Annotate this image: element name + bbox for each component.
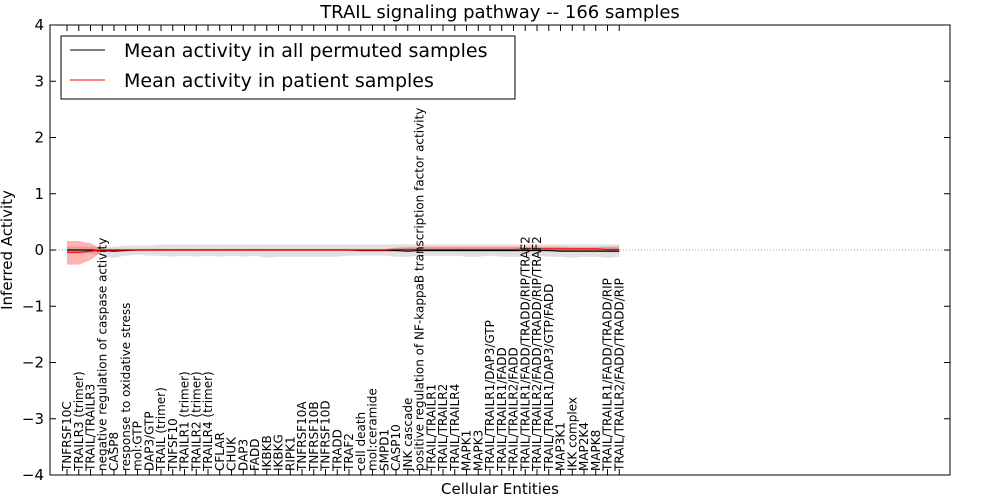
category-label: TRAIL/TRAILR1/FADD/TRADD/RIP/TRAF2	[518, 236, 532, 472]
category-label: DAP3	[236, 439, 250, 471]
y-axis-ticks: −4 −3 −2 −1 0 1 2 3 4	[22, 16, 950, 484]
y-tick-label: 2	[34, 129, 44, 147]
category-label: CASP8	[107, 432, 121, 471]
category-label: TNFRSF10C	[60, 401, 74, 472]
band-permuted	[67, 244, 620, 258]
legend: Mean activity in all permuted samples Me…	[60, 35, 516, 100]
category-label: TNFRSF10B	[307, 401, 321, 472]
category-label: DAP3/GTP	[142, 411, 156, 471]
y-axis-label: Inferred Activity	[0, 190, 16, 310]
y-tick-label: −4	[22, 466, 44, 484]
category-label: MAPK1	[460, 430, 474, 471]
category-label: TNFSF10	[166, 418, 180, 472]
category-label: TNFRSF10D	[319, 400, 333, 472]
category-label: MAP3K1	[554, 422, 568, 471]
category-label: TRAIL/TRAILR4	[448, 384, 462, 472]
category-label: cell death	[354, 412, 368, 471]
category-label: TRAIL/TRAILR2	[436, 384, 450, 472]
legend-label-permuted: Mean activity in all permuted samples	[124, 40, 487, 62]
category-label: IKBKG	[272, 434, 286, 471]
y-tick-label: −3	[22, 410, 44, 428]
category-label: TRADD	[330, 429, 344, 472]
category-label: TRAIL/TRAILR1	[424, 384, 438, 472]
category-label: TRAIL/TRAILR1/FADD/TRADD/RIP	[601, 278, 615, 472]
category-label: CHUK	[225, 436, 239, 471]
category-label: CASP10	[389, 424, 403, 471]
category-label: negative regulation of caspase activity	[95, 238, 109, 471]
series-lines	[67, 248, 620, 253]
y-tick-label: 0	[34, 241, 44, 259]
category-label: TRAIL (trimer)	[154, 387, 168, 472]
y-tick-label: 1	[34, 185, 44, 203]
category-label: TRAILR2 (trimer)	[189, 371, 203, 472]
y-tick-label: −1	[22, 297, 44, 315]
legend-label-patient: Mean activity in patient samples	[124, 70, 434, 92]
category-label: SMPD1	[377, 429, 391, 471]
line-patient-mean	[67, 248, 620, 253]
category-label: MAP2K4	[577, 422, 591, 471]
category-label: TRAILR1 (trimer)	[178, 371, 192, 472]
legend-box	[60, 35, 516, 100]
category-label: TRAIL/TRAILR2/FADD	[507, 347, 521, 472]
y-tick-label: 4	[34, 16, 44, 34]
category-label: TRAF2	[342, 433, 356, 472]
category-label: IKK complex	[565, 397, 579, 471]
y-tick-label: 3	[34, 72, 44, 90]
category-label: TRAIL/TRAILR3	[84, 384, 98, 472]
category-label: FADD	[248, 439, 262, 472]
category-label: positive regulation of NF-kappaB transcr…	[413, 108, 427, 471]
category-label: RIPK1	[283, 436, 297, 471]
category-label: response to oxidative stress	[119, 303, 133, 471]
y-tick-label: −2	[22, 354, 44, 372]
category-label: TRAILR3 (trimer)	[72, 371, 86, 472]
category-label: TRAIL/TRAILR1/DAP3/GTP	[483, 320, 497, 472]
band-patient	[67, 241, 620, 265]
x-axis-label: Cellular Entities	[441, 480, 559, 498]
category-label: TRAIL/TRAILR1/FADD	[495, 347, 509, 472]
category-label: mol:GTP	[131, 421, 145, 471]
category-label: TRAIL/TRAILR2/FADD/TRADD/RIP/TRAF2	[530, 236, 544, 472]
category-label: TRAIL/TRAILR1/DAP3/GTP/FADD	[542, 284, 556, 472]
category-label: TNFRSF10A	[295, 401, 309, 472]
chart-title: TRAIL signaling pathway -- 166 samples	[319, 2, 680, 23]
category-label: MAPK8	[589, 430, 603, 471]
category-label: JNK cascade	[401, 398, 415, 472]
category-label: mol:ceramide	[366, 388, 380, 471]
category-label: IKBKB	[260, 435, 274, 471]
category-label: CFLAR	[213, 432, 227, 471]
category-label: TRAIL/TRAILR2/FADD/TRADD/RIP	[612, 278, 626, 472]
category-label: MAPK3	[471, 430, 485, 471]
category-label: TRAILR4 (trimer)	[201, 371, 215, 472]
